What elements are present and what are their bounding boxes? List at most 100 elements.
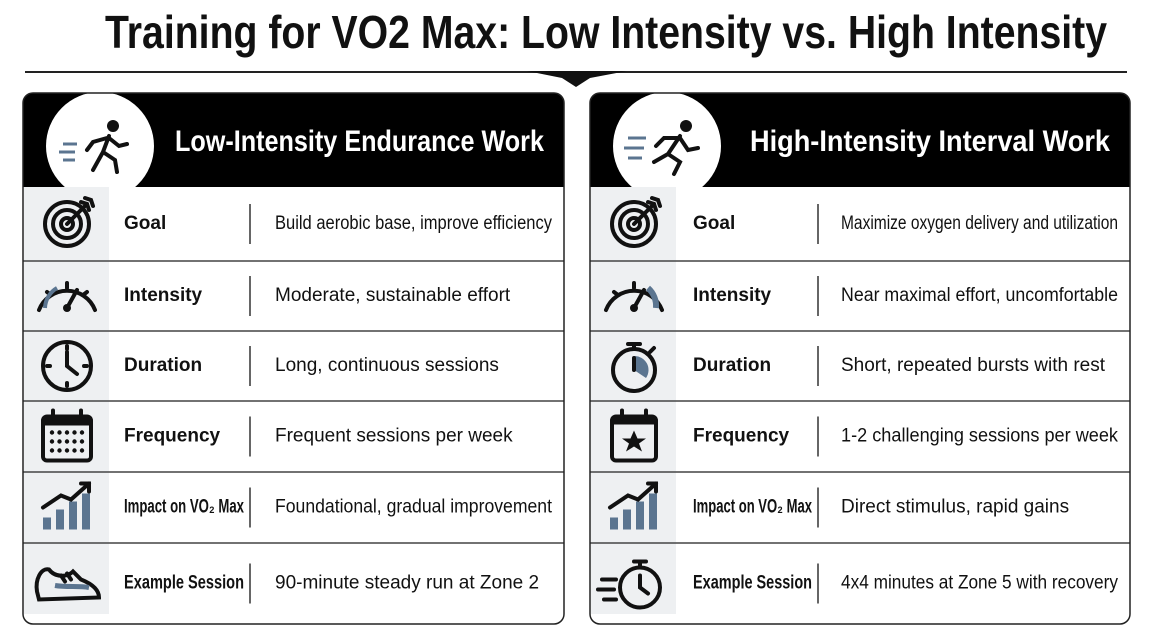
row-icon [41,408,93,463]
icon-part [49,448,55,453]
icon-part [59,142,77,162]
row-value: Near maximal effort, uncomfortable [841,285,1118,306]
row-icon [596,559,662,610]
icon-part [59,571,73,584]
icon-part [630,304,638,312]
row-icon [611,342,657,393]
icon-part [51,208,83,240]
row-icon [610,196,662,248]
panel-bg [23,93,564,624]
panel: High-Intensity Interval Work Goal Maximize… [589,92,1131,625]
icon-part [64,430,70,435]
icon-part [72,430,77,435]
icon-part [596,577,618,602]
icon-part [626,216,642,232]
icon-part [646,196,662,212]
icon-part [680,120,692,132]
panel-header [590,93,1130,187]
icon-part [623,509,631,530]
page-title: Training for VO2 Max: Low Intensity vs. … [105,6,1107,58]
icon-part [43,517,51,530]
row-label: Intensity [124,285,203,306]
panel-bg [590,93,1130,624]
icon-part [632,559,648,570]
icon-part [64,439,70,444]
panel-border [22,92,565,625]
header-icon [59,120,129,174]
row-icon [43,196,95,248]
icon-part [72,448,77,453]
icon-part [45,344,89,388]
icon-part [622,430,646,452]
panel-border [589,92,1131,625]
row-label: Goal [693,213,735,234]
row-label: Example Session [124,573,244,594]
icon-part [632,202,656,226]
icon-part [610,200,658,248]
icon-part [626,342,656,354]
icon-part [49,439,55,444]
icon-part [64,448,70,453]
row-label: Example Session [693,573,812,594]
panel-title: Low-Intensity Endurance Work [175,125,544,158]
icon-part [107,120,119,132]
icon-part [41,340,93,392]
icon-part [63,304,71,312]
row-icon [41,340,93,392]
icon-part [79,439,85,444]
row-icon [604,281,664,312]
icon-part [72,439,77,444]
icon-part [57,448,62,453]
row-label: Impact on VO₂ Max [693,497,812,518]
row-value: Maximize oxygen delivery and utilization [841,213,1118,234]
icon-part [56,509,64,530]
panel-header [23,93,564,187]
row-icon [608,481,658,530]
icon-part [69,501,77,530]
row-icon [610,408,658,463]
icon-part [51,408,83,421]
icon-part [37,288,97,312]
icon-part [624,136,646,160]
icon-cell [591,472,676,543]
panel: Low-Intensity Endurance Work Goal Build ae… [22,92,565,625]
row-label: Goal [124,213,166,234]
icon-part [620,408,648,421]
panel-title: High-Intensity Interval Work [750,125,1110,158]
row-icon [34,567,102,602]
icon-part [65,350,79,376]
row-icon [37,281,97,312]
icon-part [43,286,59,309]
icon-part [612,281,636,297]
icon-part [79,196,95,212]
row-value: Long, continuous sessions [275,355,499,376]
row-value: Foundational, gradual improvement [275,497,553,518]
icon-part [636,501,644,530]
icon-part [49,430,55,435]
row-value: Short, repeated bursts with rest [841,355,1106,376]
title-pointer [527,71,627,87]
row-value: Moderate, sustainable effort [275,285,511,306]
icon-part [54,583,90,590]
row-label: Impact on VO₂ Max [124,497,244,518]
icon-cell [24,472,109,543]
icon-part [608,481,658,510]
icon-part [57,439,62,444]
icon-part [79,430,85,435]
icon-part [82,493,90,530]
icon-part [59,216,75,232]
icon-part [57,430,62,435]
row-icon [41,481,91,530]
row-value: Build aerobic base, improve efficiency [275,213,552,234]
icon-part [43,416,91,426]
icon-part [612,416,656,425]
icon-part [634,355,649,378]
row-value: 90-minute steady run at Zone 2 [275,573,539,594]
row-value: Direct stimulus, rapid gains [841,497,1069,518]
icon-part [645,285,660,309]
header-icon [624,120,700,176]
row-label: Frequency [124,426,221,447]
icon-part [41,481,91,510]
row-label: Duration [124,355,202,376]
